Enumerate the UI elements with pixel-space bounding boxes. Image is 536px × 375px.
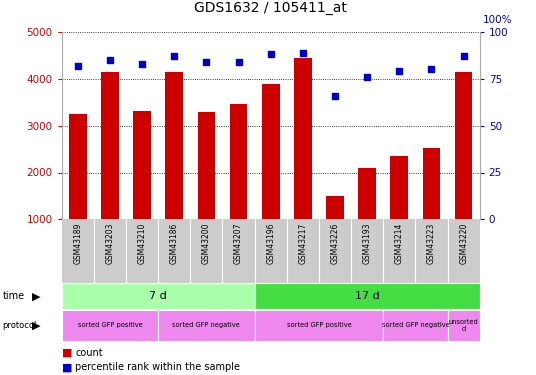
Text: sorted GFP positive: sorted GFP positive	[287, 322, 351, 328]
Bar	[255, 310, 383, 340]
Text: GSM43196: GSM43196	[266, 223, 275, 264]
Point	[202, 59, 211, 65]
Bar	[383, 310, 448, 340]
Bar	[62, 283, 255, 309]
Text: ▶: ▶	[32, 320, 41, 330]
Text: GSM43200: GSM43200	[202, 223, 211, 264]
Bar	[326, 196, 344, 219]
Text: 100%: 100%	[482, 15, 512, 25]
Point	[138, 61, 146, 67]
Text: protocol: protocol	[3, 321, 37, 330]
Text: 7 d: 7 d	[149, 291, 167, 301]
Text: sorted GFP negative: sorted GFP negative	[173, 322, 240, 328]
Bar	[359, 168, 376, 219]
Point	[427, 66, 436, 72]
Text: GSM43186: GSM43186	[170, 223, 178, 264]
Text: GSM43226: GSM43226	[331, 223, 339, 264]
Text: ■: ■	[62, 363, 72, 372]
Text: GDS1632 / 105411_at: GDS1632 / 105411_at	[194, 1, 347, 15]
Text: GSM43223: GSM43223	[427, 223, 436, 264]
Point	[266, 51, 275, 57]
Bar	[230, 104, 248, 219]
Text: GSM43207: GSM43207	[234, 223, 243, 264]
Point	[234, 59, 243, 65]
Point	[395, 68, 404, 74]
Text: sorted GFP positive: sorted GFP positive	[78, 322, 142, 328]
Point	[363, 74, 371, 80]
Text: 17 d: 17 d	[355, 291, 379, 301]
Bar	[448, 310, 480, 340]
Bar	[165, 72, 183, 219]
Bar	[62, 310, 158, 340]
Point	[299, 50, 307, 55]
Text: ■: ■	[62, 348, 72, 357]
Text: GSM43220: GSM43220	[459, 223, 468, 264]
Text: sorted GFP negative: sorted GFP negative	[382, 322, 449, 328]
Point	[170, 53, 178, 59]
Text: GSM43203: GSM43203	[106, 223, 114, 264]
Text: GSM43193: GSM43193	[363, 223, 371, 264]
Text: time: time	[3, 291, 25, 301]
Bar	[69, 114, 87, 219]
Text: percentile rank within the sample: percentile rank within the sample	[75, 363, 240, 372]
Bar	[255, 283, 480, 309]
Bar	[423, 148, 441, 219]
Bar	[133, 111, 151, 219]
Text: GSM43189: GSM43189	[73, 223, 82, 264]
Text: count: count	[75, 348, 103, 357]
Point	[331, 93, 339, 99]
Bar	[455, 72, 473, 219]
Bar	[294, 58, 311, 219]
Bar	[262, 84, 280, 219]
Bar	[101, 72, 119, 219]
Text: GSM43214: GSM43214	[395, 223, 404, 264]
Text: ▶: ▶	[32, 291, 41, 301]
Bar	[390, 156, 408, 219]
Text: unsorted
d: unsorted d	[449, 319, 479, 332]
Point	[73, 63, 82, 69]
Point	[106, 57, 114, 63]
Bar	[158, 310, 255, 340]
Text: GSM43210: GSM43210	[138, 223, 146, 264]
Bar	[198, 112, 215, 219]
Point	[459, 53, 468, 59]
Text: GSM43217: GSM43217	[299, 223, 307, 264]
